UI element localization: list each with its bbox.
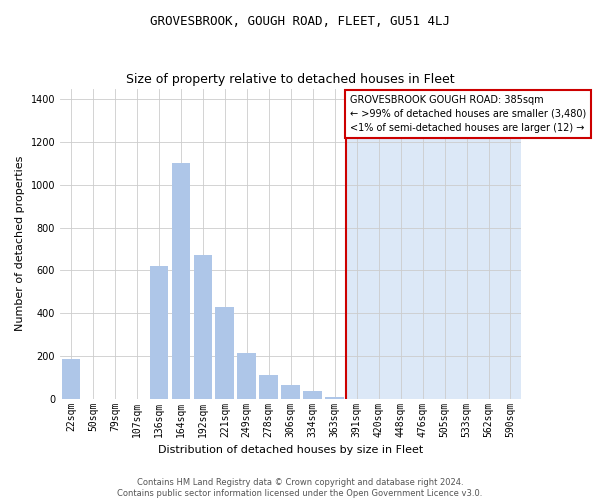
Bar — [281, 384, 300, 398]
Bar — [259, 375, 278, 398]
Bar — [149, 266, 168, 398]
Text: GROVESBROOK GOUGH ROAD: 385sqm
← >99% of detached houses are smaller (3,480)
<1%: GROVESBROOK GOUGH ROAD: 385sqm ← >99% of… — [350, 95, 586, 133]
Title: Size of property relative to detached houses in Fleet: Size of property relative to detached ho… — [127, 73, 455, 86]
X-axis label: Distribution of detached houses by size in Fleet: Distribution of detached houses by size … — [158, 445, 424, 455]
Bar — [304, 391, 322, 398]
Y-axis label: Number of detached properties: Number of detached properties — [15, 156, 25, 332]
Bar — [215, 306, 234, 398]
Bar — [325, 396, 344, 398]
Bar — [60, 88, 346, 399]
Bar — [172, 164, 190, 398]
Bar — [238, 352, 256, 399]
Text: Contains HM Land Registry data © Crown copyright and database right 2024.
Contai: Contains HM Land Registry data © Crown c… — [118, 478, 482, 498]
Bar — [346, 88, 521, 399]
Bar — [62, 359, 80, 399]
Bar — [194, 256, 212, 398]
Text: GROVESBROOK, GOUGH ROAD, FLEET, GU51 4LJ: GROVESBROOK, GOUGH ROAD, FLEET, GU51 4LJ — [150, 15, 450, 28]
